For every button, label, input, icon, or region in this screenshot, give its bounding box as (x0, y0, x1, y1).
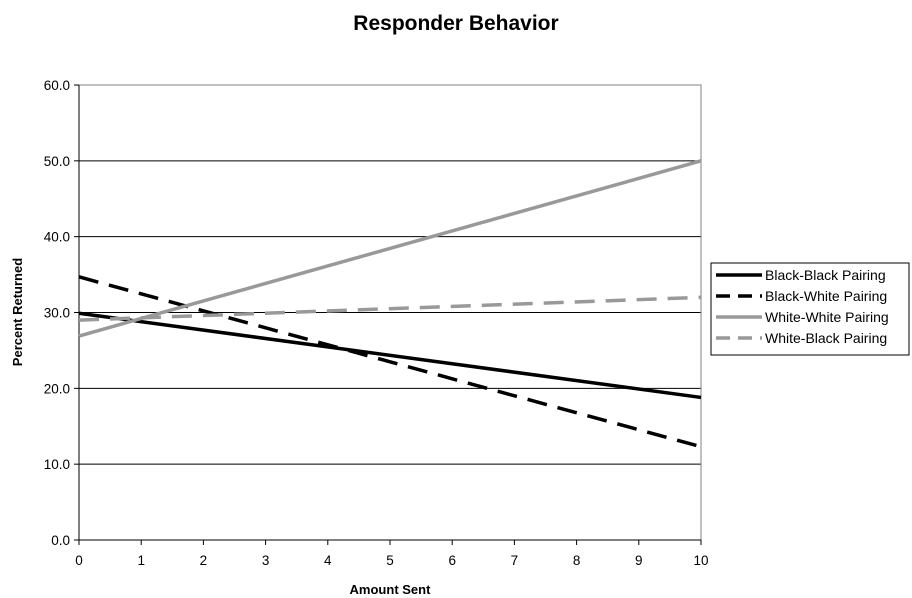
y-tick-label: 30.0 (44, 306, 70, 321)
series-line-white-white-pairing (78, 159, 702, 338)
x-tick-label: 8 (573, 553, 581, 568)
y-tick-label: 60.0 (44, 78, 70, 93)
x-tick-label: 9 (635, 553, 643, 568)
x-tick-label: 5 (386, 553, 394, 568)
series-lines (78, 159, 702, 449)
legend-label: Black-White Pairing (765, 288, 887, 304)
legend-label: White-White Pairing (765, 309, 889, 325)
x-tick-label: 2 (200, 553, 208, 568)
x-tick-label: 4 (324, 553, 332, 568)
legend: Black-Black Pairing Black-White Pairing Wh… (710, 262, 910, 356)
legend-label: White-Black Pairing (765, 330, 887, 346)
x-tick-label: 7 (511, 553, 519, 568)
y-tick-label: 40.0 (44, 230, 70, 245)
x-tick-label: 6 (448, 553, 456, 568)
legend-label: Black-Black Pairing (765, 267, 886, 283)
series-line-white-black-pairing (78, 295, 702, 322)
grid (79, 160, 701, 465)
x-tick-label: 0 (75, 553, 83, 568)
y-tick-label: 0.0 (51, 533, 70, 548)
y-axis-title: Percent Returned (10, 258, 25, 366)
x-axis-title: Amount Sent (350, 582, 432, 597)
y-tick-label: 10.0 (44, 457, 70, 472)
y-tick-label: 20.0 (44, 381, 70, 396)
x-tick-label: 10 (693, 553, 708, 568)
series-line-black-black-pairing (78, 311, 702, 400)
axes: 0.0 10.0 20.0 30.0 40.0 50.0 60.0 0 1 2 3 4 5 6 7 8 9 10 (44, 78, 709, 568)
y-tick-label: 50.0 (44, 154, 70, 169)
chart-title: Responder Behavior (353, 12, 558, 35)
x-tick-label: 1 (137, 553, 145, 568)
x-tick-label: 3 (262, 553, 270, 568)
